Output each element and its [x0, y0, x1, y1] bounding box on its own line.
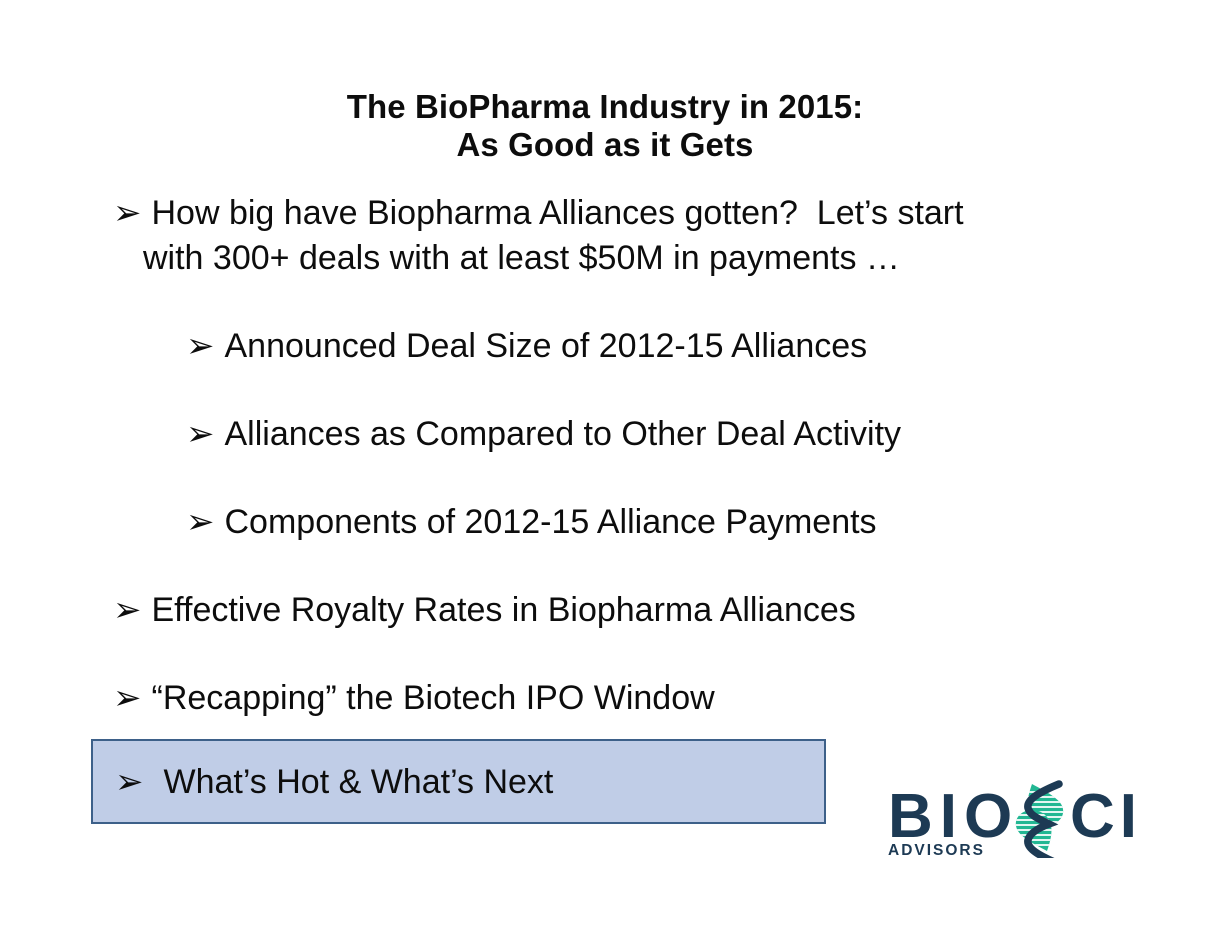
- svg-text:ADVISORS: ADVISORS: [888, 842, 985, 858]
- svg-text:CI: CI: [1070, 782, 1134, 851]
- svg-text:BIO: BIO: [888, 782, 1019, 851]
